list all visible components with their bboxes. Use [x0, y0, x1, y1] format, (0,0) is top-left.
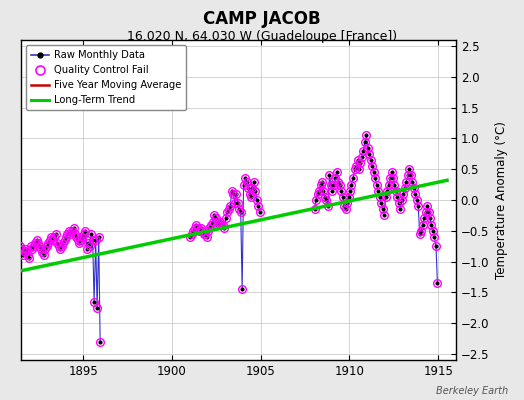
Legend: Raw Monthly Data, Quality Control Fail, Five Year Moving Average, Long-Term Tren: Raw Monthly Data, Quality Control Fail, … — [26, 45, 187, 110]
Text: Berkeley Earth: Berkeley Earth — [436, 386, 508, 396]
Text: CAMP JACOB: CAMP JACOB — [203, 10, 321, 28]
Y-axis label: Temperature Anomaly (°C): Temperature Anomaly (°C) — [495, 121, 508, 279]
Text: 16.020 N, 64.030 W (Guadeloupe [France]): 16.020 N, 64.030 W (Guadeloupe [France]) — [127, 30, 397, 43]
